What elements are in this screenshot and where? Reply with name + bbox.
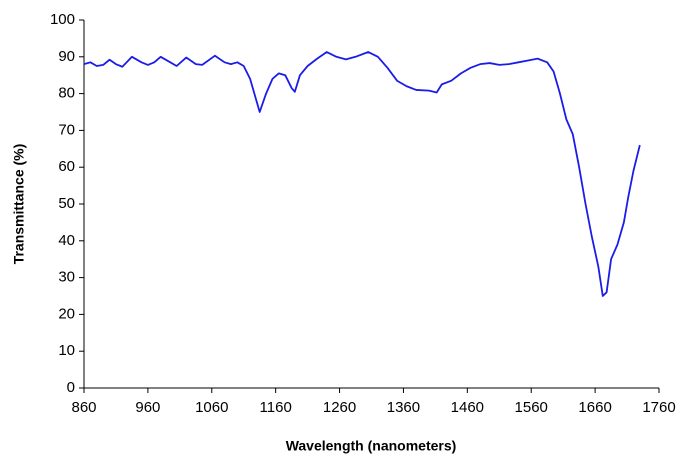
y-tick-label: 50 [58,195,75,212]
y-tick-label: 90 [58,48,75,65]
y-tick-label: 40 [58,232,75,249]
x-tick-label: 1560 [515,399,548,416]
x-tick-label: 1760 [642,399,675,416]
y-tick-label: 80 [58,85,75,102]
x-tick-label: 1160 [260,399,292,416]
y-tick-label: 30 [58,269,75,286]
x-tick-label: 1260 [323,399,356,416]
x-tick-label: 1660 [578,399,611,416]
y-tick-label: 20 [58,305,75,322]
y-tick-label: 0 [67,379,75,396]
y-tick-label: 10 [58,342,75,359]
x-tick-label: 860 [71,399,96,416]
x-tick-label: 1460 [451,399,484,416]
y-tick-label: 100 [50,11,75,28]
x-tick-label: 1360 [387,399,420,416]
x-tick-label: 1060 [195,399,228,416]
x-axis-label: Wavelength (nanometers) [286,438,457,454]
x-tick-label: 960 [135,399,160,416]
data-line [83,51,641,297]
y-tick-label: 60 [58,158,75,175]
y-axis-label: Transmittance (%) [11,144,27,265]
y-tick-label: 70 [58,121,75,138]
